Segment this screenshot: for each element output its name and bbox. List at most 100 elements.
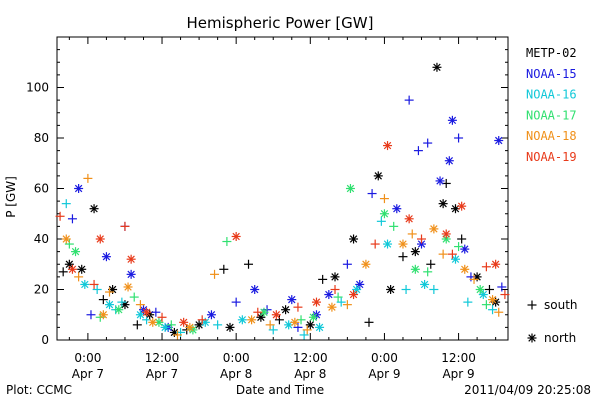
- point-noaa-17-north: [308, 312, 318, 322]
- point-noaa-18-south: [105, 287, 115, 297]
- point-noaa-16-south: [61, 199, 71, 209]
- point-noaa-15-north: [435, 176, 445, 186]
- point-noaa-15-north: [74, 184, 84, 193]
- marker-stroke: [461, 245, 469, 253]
- marker-stroke: [362, 260, 370, 268]
- x-tick-date-label: Apr 7: [72, 367, 104, 381]
- marker-stroke: [115, 305, 123, 314]
- x-tick-time-label: 0:00: [223, 351, 250, 365]
- x-tick-time-label: 12:00: [293, 351, 328, 365]
- chart-title: Hemispheric Power [GW]: [187, 14, 374, 32]
- point-noaa-15-north: [447, 115, 457, 125]
- marker-stroke: [451, 255, 460, 263]
- point-noaa-17-south: [129, 292, 139, 302]
- marker-stroke: [62, 235, 70, 243]
- marker-stroke: [411, 247, 420, 256]
- point-noaa-19-south: [330, 285, 340, 294]
- point-metp-02-north: [349, 234, 359, 244]
- marker-stroke: [495, 136, 503, 145]
- marker-stroke: [201, 318, 209, 327]
- marker-stroke: [420, 280, 429, 289]
- point-noaa-17-south: [481, 300, 491, 310]
- marker-stroke: [430, 225, 438, 233]
- marker-stroke: [479, 290, 488, 299]
- point-noaa-17-north: [114, 305, 124, 315]
- point-noaa-19-north: [67, 264, 77, 274]
- point-noaa-15-north: [324, 290, 334, 300]
- y-tick-label: 20: [34, 283, 49, 297]
- marker-stroke: [288, 295, 296, 304]
- marker-stroke: [461, 265, 469, 274]
- point-noaa-18-north: [148, 317, 158, 327]
- marker-stroke: [186, 323, 194, 332]
- x-tick-date-label: Apr 9: [442, 367, 474, 381]
- y-axis-label: P [GW]: [4, 176, 18, 218]
- point-metp-02-north: [410, 247, 420, 257]
- point-noaa-15-south: [86, 310, 96, 320]
- marker-stroke: [90, 204, 98, 213]
- point-noaa-15-north: [460, 244, 470, 254]
- point-noaa-19-south: [253, 307, 263, 317]
- x-tick-date-label: Apr 8: [220, 367, 252, 381]
- point-noaa-16-south: [429, 285, 439, 294]
- point-noaa-16-south: [401, 285, 411, 294]
- point-noaa-18-north: [123, 282, 133, 292]
- marker-stroke: [127, 255, 135, 263]
- point-noaa-15-north: [287, 295, 297, 305]
- point-noaa-19-south: [89, 279, 99, 289]
- marker-stroke: [325, 290, 333, 299]
- point-noaa-18-south: [135, 300, 145, 310]
- y-tick-label: 80: [34, 131, 49, 145]
- point-noaa-15-north: [494, 136, 504, 146]
- marker-stroke: [127, 270, 135, 279]
- point-noaa-15-north: [250, 285, 260, 294]
- point-noaa-17-south: [64, 239, 74, 249]
- point-noaa-15-north: [355, 279, 365, 289]
- x-axis: 0:00 Apr 7 12:00 Apr 7 0:00 Apr 8 12:00 Apr 8 0:…: [68, 37, 497, 381]
- point-noaa-15-north: [444, 156, 454, 166]
- point-noaa-19-north: [491, 259, 501, 269]
- legend-south-marker: [527, 300, 537, 310]
- point-noaa-18-south: [342, 300, 352, 310]
- point-noaa-18-north: [429, 224, 439, 234]
- point-noaa-19-south: [120, 221, 130, 231]
- point-noaa-18-south: [265, 320, 275, 330]
- point-noaa-16-north: [237, 315, 247, 325]
- legend: METP-02 NOAA-15 NOAA-16 NOAA-17 NOAA-18 NOAA-…: [526, 46, 578, 345]
- marker-stroke: [445, 157, 454, 165]
- marker-stroke: [149, 318, 157, 327]
- marker-stroke: [257, 313, 265, 321]
- point-noaa-15-south: [413, 146, 423, 156]
- marker-stroke: [96, 235, 104, 243]
- marker-stroke: [179, 318, 188, 327]
- marker-stroke: [356, 280, 364, 289]
- marker-stroke: [439, 199, 447, 208]
- point-noaa-17-south: [389, 221, 399, 231]
- point-noaa-18-north: [361, 259, 371, 269]
- point-metp-02-north: [64, 259, 74, 269]
- point-noaa-18-north: [327, 302, 337, 312]
- point-noaa-17-north: [259, 307, 269, 317]
- point-noaa-16-north: [420, 279, 430, 289]
- marker-stroke: [488, 295, 497, 304]
- y-tick-label: 40: [34, 232, 49, 246]
- point-noaa-16-south: [299, 330, 309, 340]
- point-noaa-19-south: [481, 262, 491, 272]
- point-noaa-18-north: [185, 322, 195, 332]
- point-noaa-19-south: [447, 249, 457, 259]
- marker-stroke: [352, 285, 361, 294]
- point-noaa-15-north: [126, 269, 136, 279]
- point-noaa-19-north: [349, 290, 359, 300]
- legend-entry: NOAA-18: [526, 129, 577, 143]
- point-metp-02-south: [58, 267, 68, 277]
- point-noaa-19-north: [271, 310, 281, 320]
- marker-stroke: [121, 300, 129, 309]
- legend-entry: NOAA-16: [526, 88, 577, 102]
- marker-stroke: [380, 210, 389, 218]
- point-noaa-18-south: [302, 325, 312, 335]
- legend-north-marker: [527, 333, 537, 343]
- x-axis-label: Date and Time: [236, 383, 324, 397]
- marker-stroke: [207, 311, 216, 319]
- point-metp-02-north: [256, 312, 266, 322]
- marker-stroke: [349, 235, 358, 243]
